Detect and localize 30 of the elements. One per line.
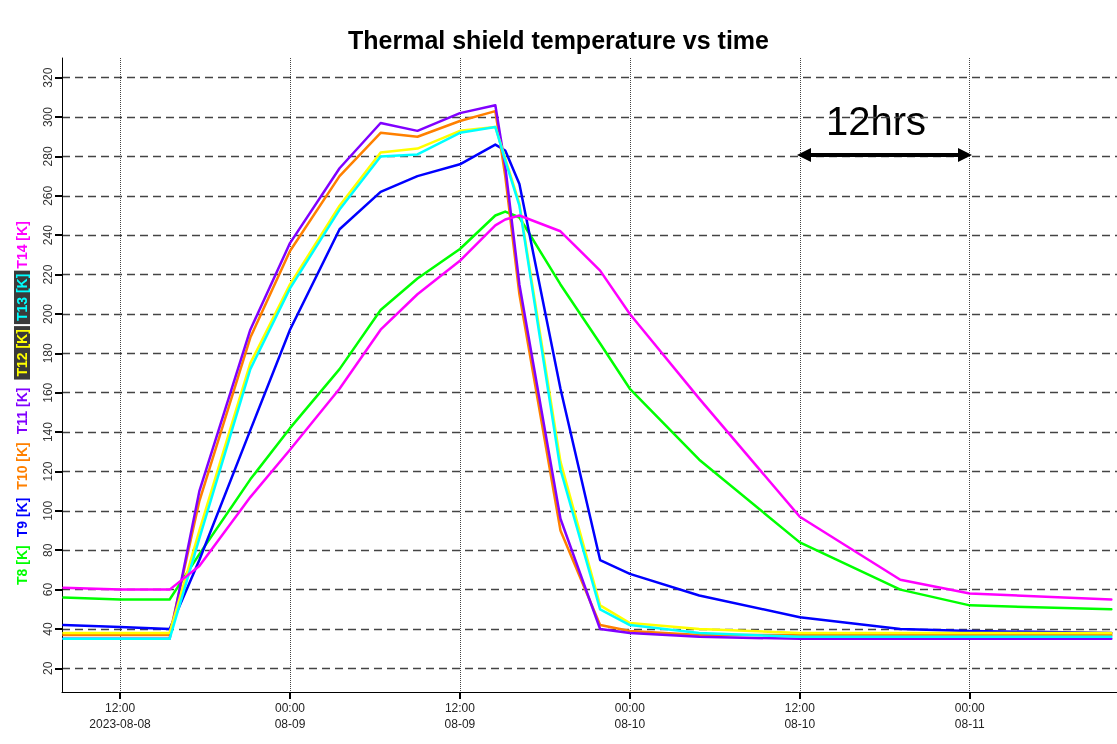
x-tick-label: 12:00 08-10 xyxy=(784,701,816,731)
x-tick-label: 12:00 08-09 xyxy=(444,701,476,731)
x-tick-label: 00:00 08-11 xyxy=(954,701,986,731)
text: T12 [K] xyxy=(14,329,30,377)
chart-title: Thermal shield temperature vs time xyxy=(348,25,770,54)
y-tick-label: 280 xyxy=(41,146,55,167)
y-tick-label: 180 xyxy=(41,343,55,364)
text: T13 [K] xyxy=(14,273,30,322)
y-tick-label: 220 xyxy=(41,264,55,285)
y-tick-label: 160 xyxy=(41,382,55,403)
text: T14 [K] xyxy=(14,221,30,269)
y-tick-label: 120 xyxy=(41,461,55,482)
y-tick-label: 320 xyxy=(41,67,55,88)
text: T11 [K] xyxy=(14,387,30,435)
y-tick-label: 260 xyxy=(41,185,55,206)
y-tick-label: 240 xyxy=(41,224,55,246)
y-tick-label: 200 xyxy=(41,303,55,324)
x-tick-label: 00:00 08-10 xyxy=(614,701,646,731)
y-tick-label: 140 xyxy=(41,421,55,443)
y-tick-label: 20 xyxy=(41,661,55,676)
y-tick-label: 40 xyxy=(41,622,55,636)
x-tick-label: 00:00 08-09 xyxy=(274,701,306,731)
y-tick-label: 100 xyxy=(41,500,55,521)
text: T9 [K] xyxy=(14,497,30,538)
y-tick-label: 60 xyxy=(41,582,55,597)
y-tick-label: 300 xyxy=(41,106,55,128)
text: T8 [K] xyxy=(14,545,30,585)
y-tick-label: 80 xyxy=(41,543,55,557)
text: T10 [K] xyxy=(14,442,30,490)
x-tick-label: 12:00 2023-08-08 xyxy=(89,701,152,731)
